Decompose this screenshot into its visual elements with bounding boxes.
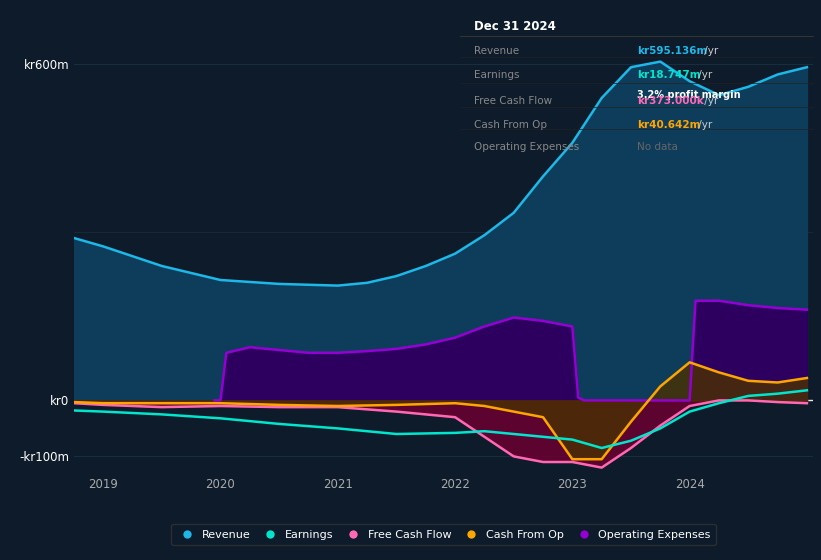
Text: kr595.136m: kr595.136m bbox=[637, 46, 708, 56]
Text: Cash From Op: Cash From Op bbox=[474, 119, 547, 129]
Text: /yr: /yr bbox=[701, 46, 718, 56]
Legend: Revenue, Earnings, Free Cash Flow, Cash From Op, Operating Expenses: Revenue, Earnings, Free Cash Flow, Cash … bbox=[171, 524, 716, 545]
Text: kr373.000k: kr373.000k bbox=[637, 96, 704, 106]
Text: /yr: /yr bbox=[695, 69, 712, 80]
Text: 3.2% profit margin: 3.2% profit margin bbox=[637, 90, 741, 100]
Text: No data: No data bbox=[637, 142, 678, 152]
Text: Operating Expenses: Operating Expenses bbox=[474, 142, 579, 152]
Text: Revenue: Revenue bbox=[474, 46, 519, 56]
Text: /yr: /yr bbox=[701, 96, 718, 106]
Text: /yr: /yr bbox=[695, 119, 712, 129]
Text: kr40.642m: kr40.642m bbox=[637, 119, 700, 129]
Text: Earnings: Earnings bbox=[474, 69, 520, 80]
Text: kr18.747m: kr18.747m bbox=[637, 69, 700, 80]
Text: Free Cash Flow: Free Cash Flow bbox=[474, 96, 552, 106]
Text: Dec 31 2024: Dec 31 2024 bbox=[474, 20, 556, 34]
